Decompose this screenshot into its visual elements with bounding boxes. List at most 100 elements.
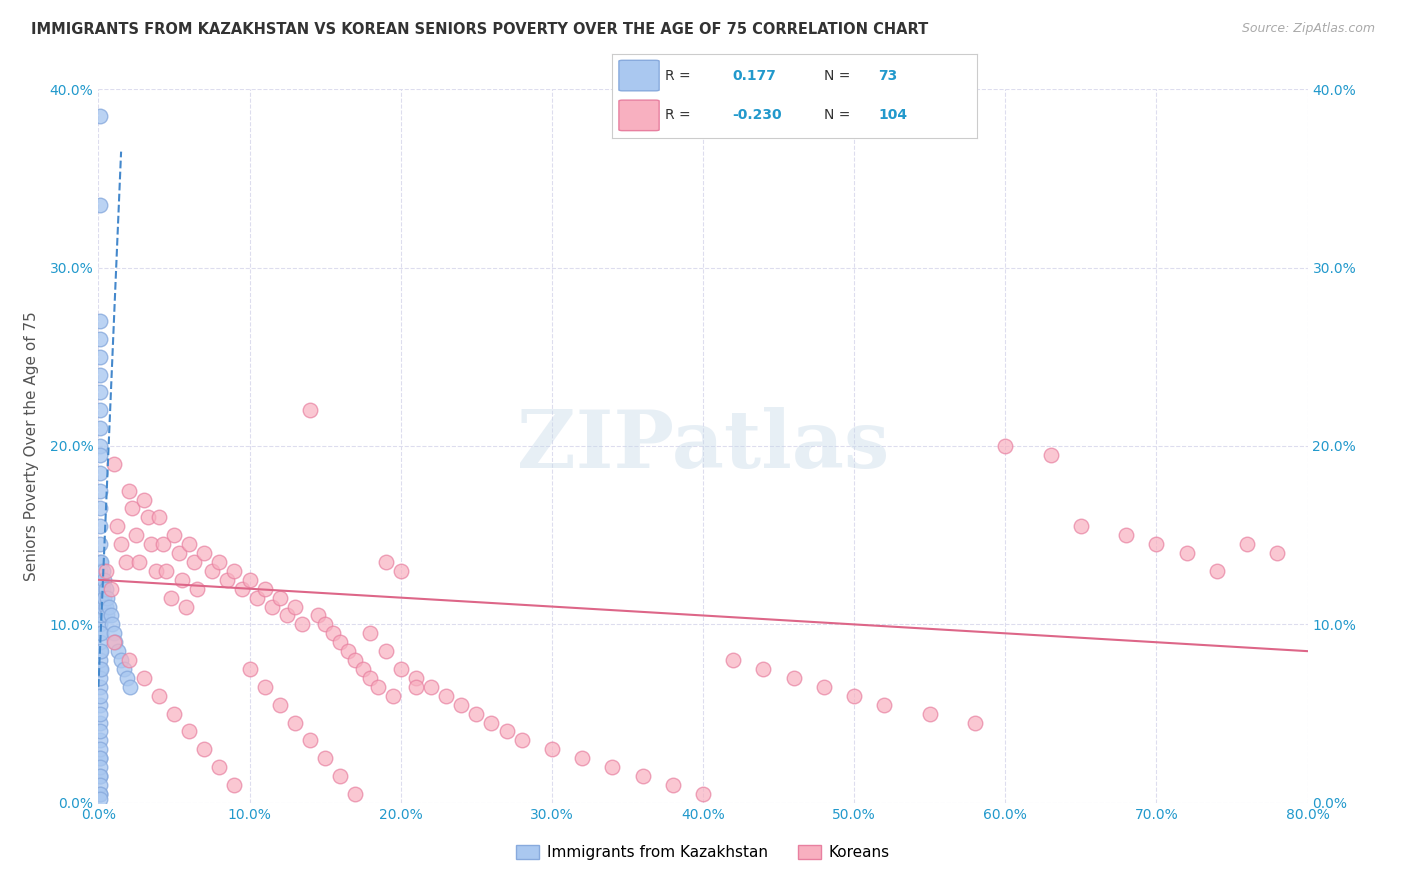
Point [105,519,128,533]
Point [344,653,367,667]
Point [224,564,246,578]
Point [253,582,276,596]
Point [89,537,111,551]
Point [239,662,262,676]
Point [89,644,111,658]
Text: Source: ZipAtlas.com: Source: ZipAtlas.com [1241,22,1375,36]
Point [89,599,111,614]
Point [1236,537,1258,551]
Point [224,778,246,792]
Point [89,403,111,417]
Point [481,715,503,730]
Point [465,706,488,721]
Point [93,591,115,605]
Point [103,635,125,649]
Point [314,617,336,632]
Point [367,680,389,694]
Point [90,662,112,676]
Point [89,787,111,801]
Point [360,671,382,685]
Text: N =: N = [824,109,851,122]
Point [89,109,111,123]
Point [89,198,111,212]
Point [360,626,382,640]
Point [389,564,412,578]
Point [115,671,138,685]
Point [783,671,806,685]
Point [107,644,129,658]
Point [262,599,284,614]
Point [965,715,987,730]
Point [374,555,396,569]
Point [90,626,112,640]
Point [179,724,201,739]
Point [208,760,231,774]
Point [89,778,111,792]
Point [148,689,170,703]
Point [170,573,193,587]
Point [96,608,118,623]
Point [495,724,517,739]
Point [752,662,775,676]
Point [98,599,121,614]
Point [89,715,111,730]
Point [89,564,111,578]
Point [89,742,111,756]
Point [89,792,111,806]
Point [450,698,472,712]
Point [336,644,359,658]
Point [89,483,111,498]
Point [89,368,111,382]
Point [89,314,111,328]
Point [389,662,412,676]
Point [299,403,322,417]
Point [89,582,111,596]
Point [510,733,533,747]
Point [844,689,866,703]
Y-axis label: Seniors Poverty Over the Age of 75: Seniors Poverty Over the Age of 75 [24,311,38,581]
Point [201,564,224,578]
Point [540,742,562,756]
Point [94,582,117,596]
Point [89,421,111,435]
Point [89,350,111,364]
Point [89,635,111,649]
Point [322,626,344,640]
Point [276,608,298,623]
Point [329,769,352,783]
Point [89,698,111,712]
Point [90,591,112,605]
Point [405,680,427,694]
Point [813,680,835,694]
Point [420,680,443,694]
Point [118,653,141,667]
Text: 0.177: 0.177 [733,69,776,83]
Point [90,608,112,623]
Point [193,546,215,560]
Point [1070,519,1092,533]
Text: N =: N = [824,69,851,83]
Point [434,689,457,703]
Point [89,466,111,480]
Point [89,671,111,685]
Point [89,706,111,721]
Point [120,680,142,694]
Point [215,573,238,587]
Text: -0.230: -0.230 [733,109,782,122]
Point [352,662,374,676]
Point [314,751,336,765]
Point [148,510,170,524]
Point [93,573,115,587]
Point [89,385,111,400]
Point [163,706,186,721]
Point [91,599,114,614]
Point [284,599,307,614]
Point [382,689,405,703]
Point [104,635,127,649]
Point [1115,528,1137,542]
Legend: Immigrants from Kazakhstan, Koreans: Immigrants from Kazakhstan, Koreans [510,839,896,866]
Point [284,715,307,730]
Point [89,653,111,667]
Point [291,617,314,632]
Point [141,537,163,551]
